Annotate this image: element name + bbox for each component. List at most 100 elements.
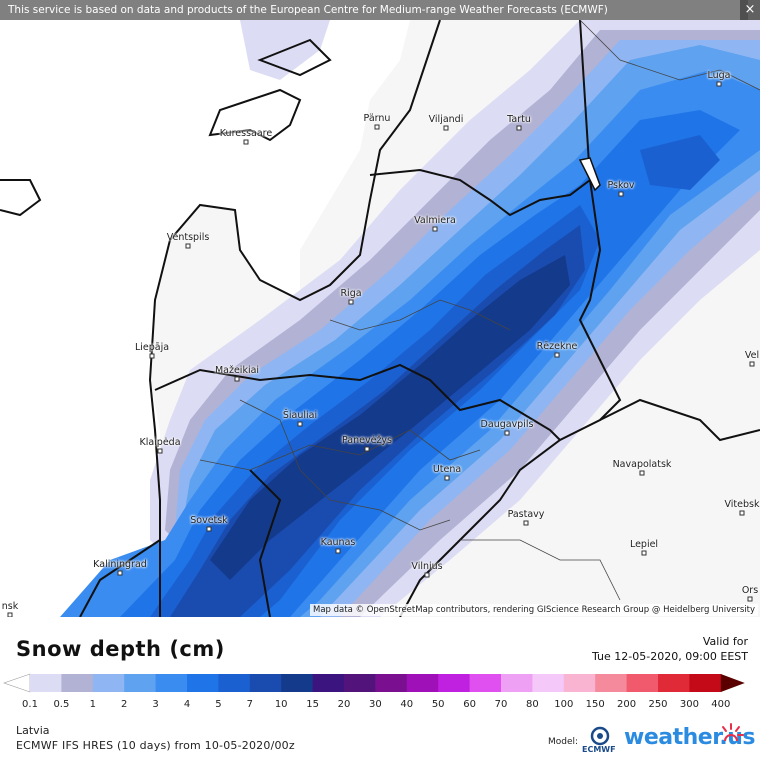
legend-swatch	[469, 674, 502, 692]
city-label: Mažeikiai	[214, 365, 260, 376]
legend-tick: 2	[121, 699, 128, 710]
legend-swatch	[218, 674, 251, 692]
city-label: Vel	[744, 350, 760, 361]
legend-swatch	[689, 674, 722, 692]
legend-tick: 70	[494, 699, 508, 710]
city-marker	[504, 430, 510, 436]
legend-tick: 5	[215, 699, 222, 710]
legend-arrow-low	[3, 673, 31, 693]
legend-swatch	[124, 674, 157, 692]
map-area[interactable]: Kuressaare Pärnu Viljandi Tartu Luga Pskov Val…	[0, 0, 760, 617]
city-label: Ventspils	[166, 232, 210, 243]
map-canvas	[0, 19, 760, 617]
legend-swatch	[501, 674, 533, 692]
legend-tick: 100	[554, 699, 574, 710]
legend-tick: 0.5	[53, 699, 70, 710]
model-run-info: ECMWF IFS HRES (10 days) from 10-05-2020…	[16, 739, 295, 752]
legend-swatch	[563, 674, 596, 692]
city-label: Utena	[432, 464, 462, 475]
city-label: Ors	[741, 585, 759, 596]
legend-tick: 15	[306, 699, 319, 710]
legend-swatch	[30, 674, 62, 692]
city-label: Riga	[340, 288, 362, 299]
legend-swatch	[438, 674, 471, 692]
city-label: Vitebsk	[724, 499, 760, 510]
map-title: Snow depth (cm)	[16, 637, 225, 661]
city-marker	[747, 596, 753, 602]
city-marker	[424, 572, 430, 578]
city-label: Pastavy	[507, 509, 545, 520]
city-label: Tartu	[507, 114, 531, 125]
legend-tick: 80	[526, 699, 539, 710]
legend-swatch	[92, 674, 125, 692]
weather-us-logo[interactable]: weather.us	[624, 725, 756, 750]
legend-swatch	[406, 674, 439, 692]
city-label: Lepiel	[629, 539, 659, 550]
city-marker	[185, 243, 191, 249]
legend-tick: 0.1	[22, 699, 38, 710]
legend-tick: 250	[648, 699, 668, 710]
legend-swatch	[344, 674, 376, 692]
district-borders	[199, 19, 760, 601]
city-marker	[374, 124, 380, 130]
city-marker	[7, 612, 13, 617]
city-marker	[639, 470, 645, 476]
legend-swatch	[595, 674, 628, 692]
legend-tick: 60	[463, 699, 476, 710]
valid-time: Tue 12-05-2020, 09:00 EEST	[591, 650, 748, 663]
color-legend	[3, 673, 745, 693]
country-borders	[0, 19, 760, 617]
city-label: Sovetsk	[190, 515, 228, 526]
city-marker	[641, 550, 647, 556]
legend-swatch	[532, 674, 565, 692]
snow-depth-field	[60, 20, 760, 617]
ecmwf-banner: This service is based on data and produc…	[0, 0, 748, 20]
city-marker	[297, 421, 303, 427]
valid-for-label: Valid for	[702, 635, 748, 648]
city-label: Viljandi	[428, 114, 464, 125]
legend-tick: 40	[400, 699, 414, 710]
legend-tick: 7	[246, 699, 253, 710]
legend-tick: 3	[152, 699, 159, 710]
city-marker	[516, 125, 522, 131]
legend-swatch	[658, 674, 690, 692]
city-label: Vilnius	[411, 561, 443, 572]
legend-tick: 20	[337, 699, 351, 710]
legend-tick: 50	[431, 699, 445, 710]
legend-tick: 300	[679, 699, 699, 710]
sun-icon	[722, 723, 744, 742]
city-marker	[348, 299, 354, 305]
sea-area	[0, 20, 410, 617]
close-banner-button[interactable]: ×	[740, 0, 760, 20]
legend-tick: 4	[183, 699, 191, 710]
city-marker	[739, 510, 745, 516]
city-marker	[716, 81, 722, 87]
city-marker	[444, 475, 450, 481]
city-marker	[117, 570, 123, 576]
map-attribution: Map data © OpenStreetMap contributors, r…	[310, 604, 758, 616]
region-name: Latvia	[16, 724, 50, 737]
legend-swatch	[626, 674, 659, 692]
legend-swatch	[155, 674, 188, 692]
legend-swatch	[312, 674, 345, 692]
city-label: Rēzekne	[536, 341, 578, 352]
city-label: Klaipėda	[139, 437, 181, 448]
city-marker	[364, 446, 370, 452]
footer-panel: Snow depth (cm) Valid for Tue 12-05-2020…	[0, 617, 760, 760]
city-label: nsk	[1, 601, 19, 612]
city-marker	[432, 226, 438, 232]
legend-swatch	[249, 674, 282, 692]
ecmwf-logo-icon	[590, 726, 610, 746]
city-label: Kaunas	[320, 537, 356, 548]
lake-peipus	[578, 157, 601, 192]
legend-swatch	[375, 674, 408, 692]
city-marker	[335, 548, 341, 554]
city-label: Daugavpils	[480, 419, 534, 430]
legend-arrow-high	[720, 674, 745, 692]
ecmwf-text: ECMWF	[582, 745, 616, 754]
legend-tick: 200	[617, 699, 637, 710]
legend-swatch	[61, 674, 94, 692]
city-marker	[554, 352, 560, 358]
city-label: Pärnu	[363, 113, 391, 124]
city-label: Navapolatsk	[612, 459, 672, 470]
